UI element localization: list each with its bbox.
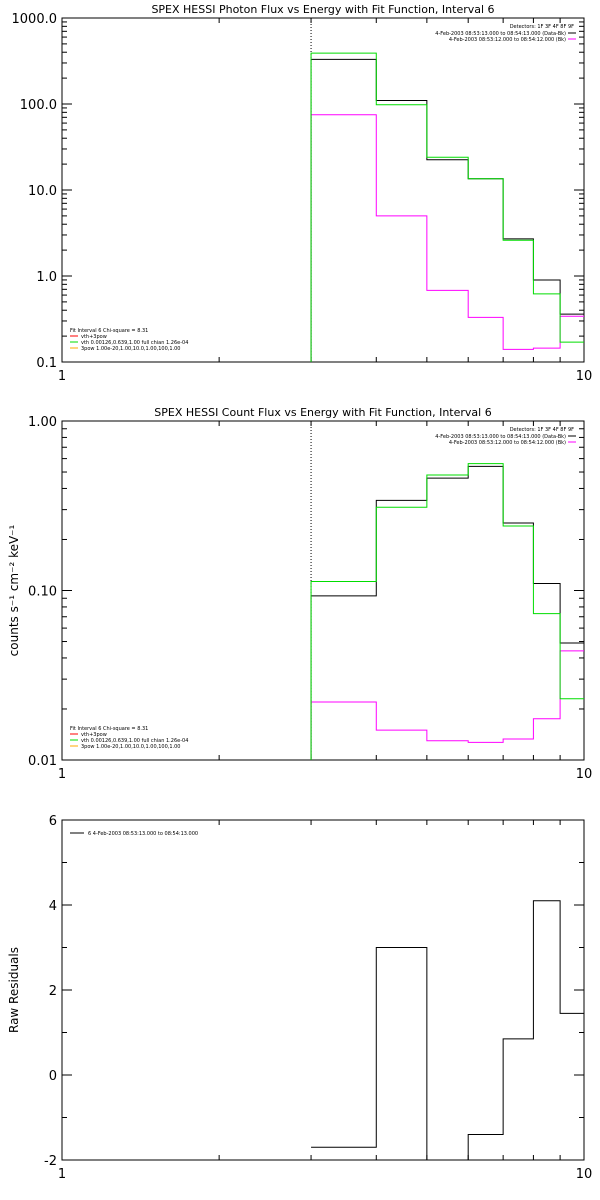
- x-tick-label: 10: [576, 1167, 593, 1182]
- series-line-3: [310, 52, 584, 362]
- y-axis-label: counts s⁻¹ cm⁻² keV⁻¹: [7, 524, 21, 656]
- y-tick-label: -2: [44, 1154, 57, 1169]
- y-tick-label: 4: [49, 899, 57, 914]
- legend-detectors: Detectors: 1F 3F 4F 8F 9F: [510, 24, 574, 30]
- x-tick-label: 10: [576, 767, 593, 782]
- y-tick-label: 0.10: [28, 585, 57, 600]
- legend-entry: vth 0.00126,0.639,1.00 full chian 1.26e-…: [81, 340, 188, 346]
- series-line-2: [310, 114, 584, 362]
- y-tick-label: 1.0: [36, 270, 57, 285]
- x-tick-label: 10: [576, 369, 593, 384]
- legend-entry: 3pow 1.00e-20,1.00,10.0,1.00,100,1.00: [81, 744, 181, 750]
- series-line-3: [310, 463, 584, 760]
- chart-panel-2: SPEX HESSI Count Flux vs Energy with Fit…: [7, 406, 592, 782]
- legend-entry: 4-Feb-2003 08:53:12.000 to 08:54:12.000 …: [449, 37, 566, 43]
- y-tick-label: 1.00: [28, 415, 57, 430]
- series-line-1: [310, 58, 584, 362]
- legend-entry: vth+3pow: [81, 334, 107, 340]
- x-tick-label: 1: [58, 369, 66, 384]
- y-tick-label: 100.0: [20, 98, 57, 113]
- y-tick-label: 6: [49, 814, 57, 829]
- plot-frame: [61, 819, 585, 1161]
- y-tick-label: 0.1: [36, 356, 57, 371]
- legend-fit-header: Fit Interval 6 Chi-square = 8.31: [70, 328, 148, 334]
- y-tick-label: 2: [49, 984, 57, 999]
- legend-detectors: Detectors: 1F 3F 4F 8F 9F: [510, 427, 574, 433]
- plot-frame: [61, 420, 585, 761]
- legend-entry: 4-Feb-2003 08:53:13.000 to 08:54:13.000 …: [435, 31, 566, 37]
- y-axis-label: Raw Residuals: [7, 947, 21, 1033]
- series-line-2: [310, 650, 584, 760]
- chart-panel-1: SPEX HESSI Photon Flux vs Energy with Fi…: [12, 3, 593, 384]
- x-tick-label: 1: [58, 1167, 66, 1182]
- y-tick-label: 10.0: [28, 184, 57, 199]
- legend-fit-header: Fit Interval 6 Chi-square = 8.31: [70, 726, 148, 732]
- legend-entry: vth 0.00126,0.639,1.00 full chian 1.26e-…: [81, 738, 188, 744]
- chart-panel-3: 1 10 -2 0 2 4 6 Raw Residuals 6 4-Feb-2003 08:53…: [7, 814, 592, 1182]
- legend-entry: vth+3pow: [81, 732, 107, 738]
- y-tick-label: 1000.0: [12, 12, 58, 27]
- series-line-1: [311, 900, 584, 1161]
- x-tick-label: 1: [58, 767, 66, 782]
- legend-entry: 4-Feb-2003 08:53:13.000 to 08:54:13.000 …: [435, 434, 566, 440]
- plot-frame: [61, 17, 585, 363]
- y-tick-label: 0: [49, 1069, 57, 1084]
- legend-entry: 6 4-Feb-2003 08:53:13.000 to 08:54:13.00…: [88, 831, 198, 837]
- y-tick-label: 0.01: [28, 754, 57, 769]
- chart-title: SPEX HESSI Count Flux vs Energy with Fit…: [154, 406, 491, 419]
- legend-entry: 3pow 1.00e-20,1.00,10.0,1.00,100,1.00: [81, 346, 181, 352]
- legend-entry: 4-Feb-2003 08:53:12.000 to 08:54:12.000 …: [449, 440, 566, 446]
- chart-title: SPEX HESSI Photon Flux vs Energy with Fi…: [151, 3, 494, 16]
